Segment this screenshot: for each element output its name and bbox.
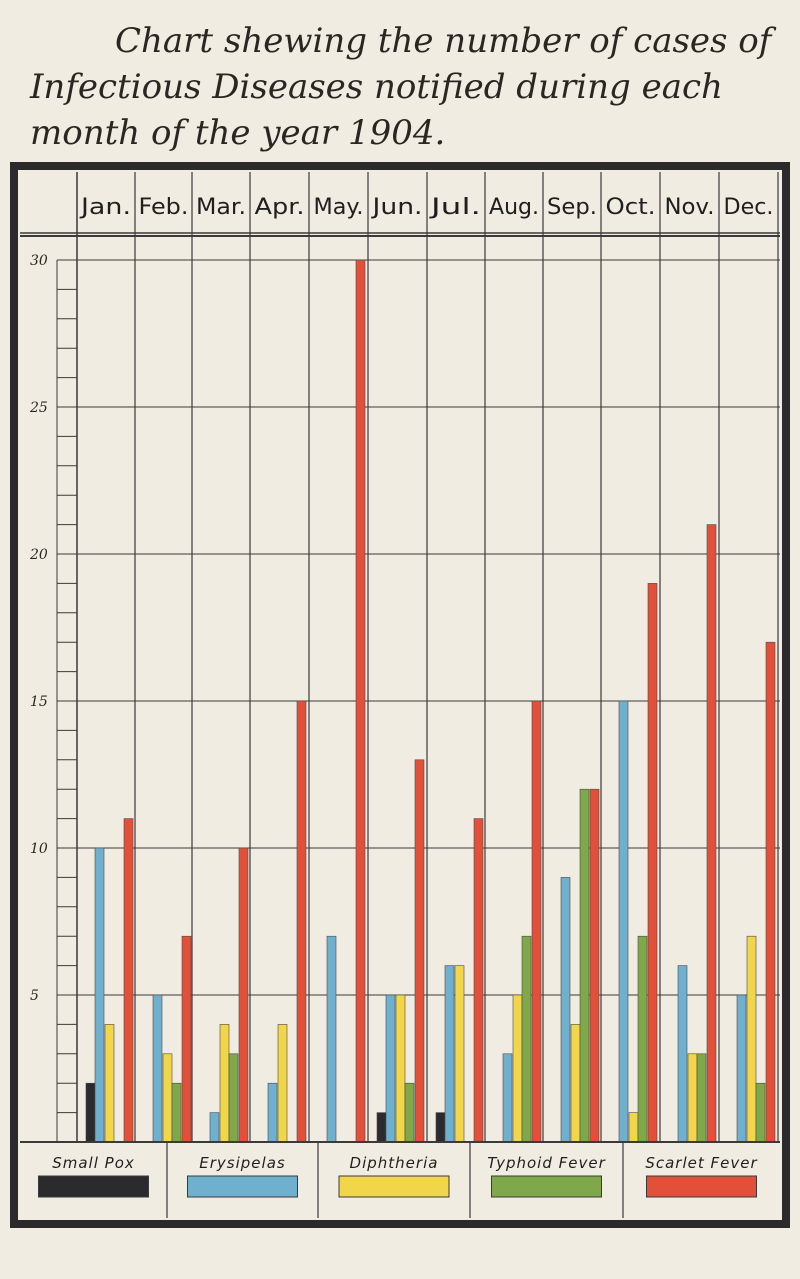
bar-diphtheria (746, 935, 757, 1143)
chart-outer-frame (10, 162, 790, 1228)
bar-scarlet (647, 583, 658, 1143)
bar-scarlet (181, 935, 192, 1143)
bar-erysipelas (736, 994, 747, 1143)
bar-typhoid (228, 1053, 239, 1143)
bar-diphtheria (687, 1053, 698, 1143)
legend-label: Small Pox (52, 1154, 135, 1172)
bar-small_pox (435, 1112, 446, 1143)
bar-typhoid (637, 935, 648, 1143)
bar-small_pox (376, 1112, 387, 1143)
legend-label: Scarlet Fever (645, 1154, 757, 1172)
bar-scarlet (473, 818, 484, 1143)
month-label: May. (314, 195, 364, 220)
bar-erysipelas (502, 1053, 513, 1143)
bar-diphtheria (570, 1024, 581, 1143)
month-label: Jul. (428, 195, 481, 220)
month-label: Mar. (196, 195, 246, 220)
bar-scarlet (123, 818, 134, 1143)
bar-diphtheria (628, 1112, 639, 1143)
month-label: Dec. (724, 195, 774, 220)
bar-diphtheria (454, 965, 465, 1143)
bar-typhoid (755, 1082, 766, 1143)
month-label: Nov. (665, 195, 715, 220)
month-label: Jan. (79, 195, 131, 220)
legend-swatch-diphtheria (338, 1175, 450, 1198)
bar-diphtheria (277, 1024, 288, 1143)
bar-typhoid (171, 1082, 182, 1143)
month-label: Aug. (489, 195, 539, 220)
month-label: Sep. (547, 195, 597, 220)
month-label: Feb. (139, 195, 189, 220)
legend-label: Erysipelas (199, 1154, 285, 1172)
title-line-3: month of the year 1904. (30, 113, 446, 153)
y-tick-label: 20 (29, 547, 48, 563)
bar-erysipelas (618, 700, 629, 1143)
bar-scarlet (531, 700, 542, 1143)
bar-scarlet (765, 641, 776, 1143)
bar-diphtheria (162, 1053, 173, 1143)
y-tick-label: 30 (30, 253, 48, 269)
bar-erysipelas (152, 994, 163, 1143)
bar-diphtheria (395, 994, 406, 1143)
y-tick-label: 10 (30, 841, 48, 857)
bar-typhoid (579, 788, 590, 1143)
bar-diphtheria (219, 1024, 230, 1143)
legend-label: Diphtheria (350, 1154, 439, 1172)
chart-title: Chart shewing the number of cases of Inf… (30, 18, 780, 156)
bar-scarlet (414, 759, 425, 1143)
y-tick-label: 15 (30, 694, 48, 710)
legend-swatch-small_pox (38, 1175, 149, 1198)
bar-typhoid (521, 935, 532, 1143)
bar-small_pox (85, 1082, 96, 1143)
bar-typhoid (404, 1082, 415, 1143)
legend-label: Typhoid Fever (487, 1154, 606, 1172)
bar-erysipelas (209, 1112, 220, 1143)
month-label: Jun. (370, 195, 422, 220)
bar-erysipelas (677, 965, 688, 1143)
bar-erysipelas (385, 994, 396, 1143)
bar-scarlet (706, 524, 717, 1143)
title-line-2: Infectious Diseases notified during each (30, 67, 723, 107)
bar-diphtheria (104, 1024, 115, 1143)
title-line-1: Chart shewing the number of cases of (115, 21, 772, 61)
month-label: Oct. (606, 195, 656, 220)
bar-scarlet (296, 700, 307, 1143)
y-tick-label: 5 (30, 988, 39, 1004)
month-label: Apr. (255, 195, 305, 220)
bar-erysipelas (444, 965, 455, 1143)
legend-swatch-erysipelas (187, 1175, 298, 1198)
bar-diphtheria (512, 994, 523, 1143)
bar-typhoid (696, 1053, 707, 1143)
bar-erysipelas (267, 1082, 278, 1143)
legend-swatch-typhoid (491, 1175, 602, 1198)
bar-scarlet (355, 259, 366, 1143)
legend-swatch-scarlet (646, 1175, 757, 1198)
bar-scarlet (589, 788, 600, 1143)
y-tick-label: 25 (29, 400, 48, 416)
bar-scarlet (238, 847, 249, 1143)
bar-erysipelas (560, 877, 571, 1143)
bar-erysipelas (94, 847, 105, 1143)
bar-erysipelas (326, 935, 337, 1143)
